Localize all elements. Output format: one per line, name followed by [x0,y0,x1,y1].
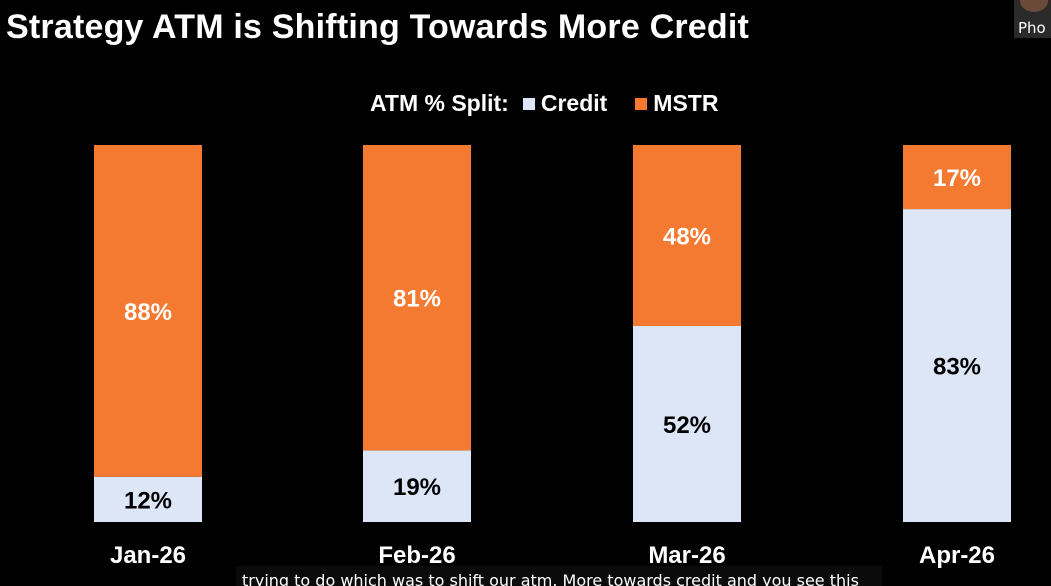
legend-label-credit: Credit [540,90,608,116]
legend-swatch-credit [522,97,535,110]
data-label-credit-feb-26: 19% [393,474,441,501]
legend-item-credit: Credit [522,90,608,117]
bar-credit-feb-26 [363,450,471,522]
data-label-credit-jan-26: 12% [124,487,172,514]
subtitle-caption: trying to do which was to shift our atm.… [236,566,882,586]
participant-name: Pho [1018,19,1046,37]
legend-label-mstr: MSTR [653,90,719,116]
data-label-credit-mar-26: 52% [663,412,711,439]
bar-credit-apr-26 [903,209,1011,522]
data-label-mstr-mar-26: 48% [663,223,711,250]
data-label-mstr-feb-26: 81% [393,286,441,313]
chart-title: Strategy ATM is Shifting Towards More Cr… [6,8,750,46]
legend-item-mstr: MSTR [635,90,718,117]
data-label-mstr-apr-26: 17% [933,165,981,192]
webcam-thumbnail[interactable]: Pho [1014,0,1051,38]
legend: ATM % Split: Credit MSTR [370,90,718,117]
bar-credit-jan-26 [94,476,202,522]
category-label-jan-26: Jan-26 [110,542,186,569]
bar-mstr-jan-26 [94,145,202,477]
data-label-mstr-jan-26: 88% [124,299,172,326]
data-label-credit-apr-26: 83% [933,354,981,381]
category-label-mar-26: Mar-26 [648,542,725,569]
bar-credit-mar-26 [633,325,741,522]
bar-mstr-mar-26 [633,145,741,326]
category-label-feb-26: Feb-26 [378,542,455,569]
legend-title: ATM % Split: [370,90,509,116]
legend-swatch-mstr [635,97,648,110]
bar-mstr-feb-26 [363,145,471,451]
participant-avatar [1020,0,1048,12]
category-label-apr-26: Apr-26 [919,542,995,569]
bar-mstr-apr-26 [903,145,1011,210]
